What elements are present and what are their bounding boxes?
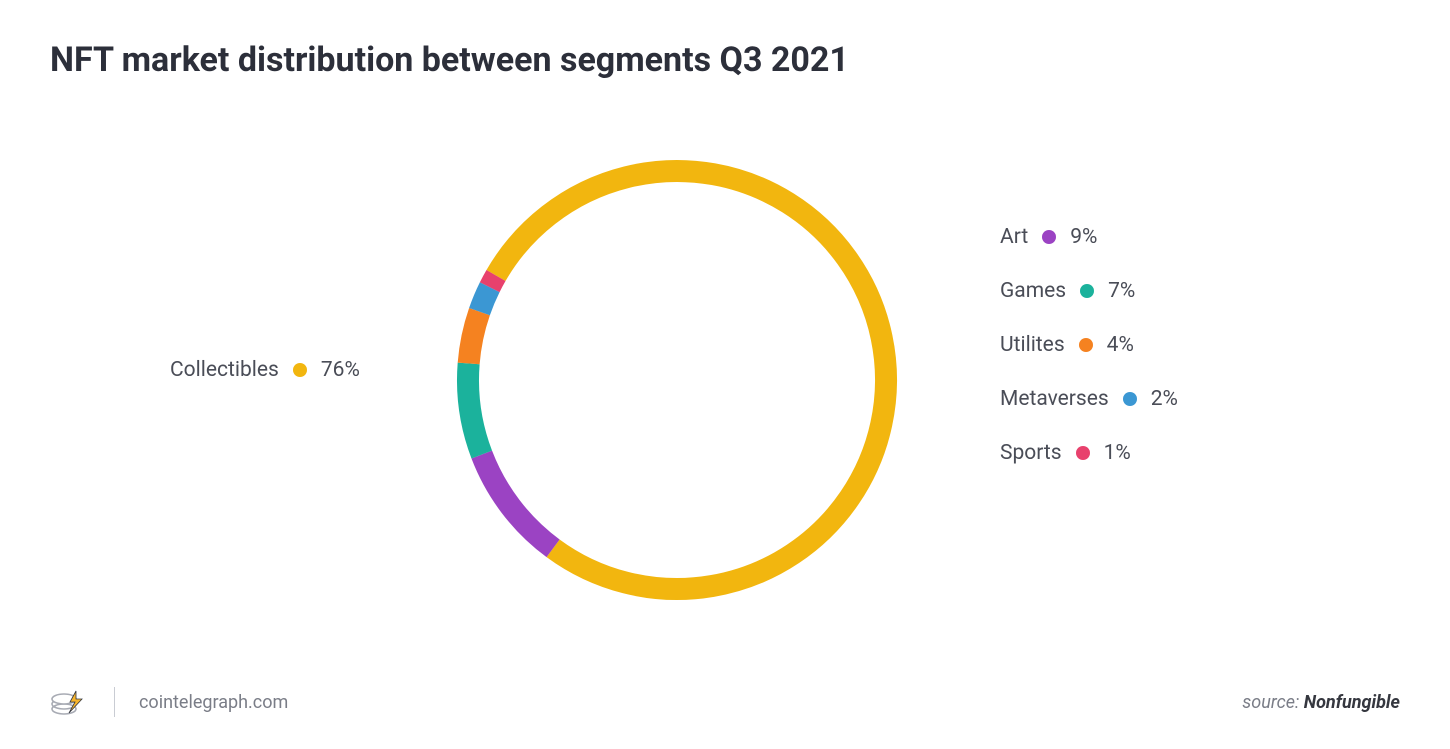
- legend-value: 76%: [321, 358, 360, 382]
- legend-dot: [1042, 230, 1056, 244]
- legend-label: Art: [1000, 225, 1028, 249]
- footer: cointelegraph.com source: Nonfungible: [50, 685, 1400, 719]
- legend-right: Art 9% Games 7% Utilites 4% Metaverses 2% Sports…: [1000, 225, 1178, 465]
- legend-dot: [1080, 284, 1094, 298]
- legend-item: Utilites 4%: [1000, 333, 1178, 357]
- chart-title: NFT market distribution between segments…: [50, 40, 849, 80]
- legend-label: Collectibles: [170, 358, 279, 382]
- legend-left: Collectibles 76%: [170, 358, 360, 382]
- legend-dot: [1079, 338, 1093, 352]
- donut-segment: [482, 455, 553, 549]
- source-name: Nonfungible: [1304, 692, 1400, 713]
- donut-chart: [447, 150, 907, 610]
- legend-item: Art 9%: [1000, 225, 1178, 249]
- site-name: cointelegraph.com: [139, 692, 288, 713]
- donut-segment: [490, 276, 496, 288]
- legend-value: 7%: [1108, 279, 1135, 303]
- source-attribution: source: Nonfungible: [1242, 692, 1400, 713]
- brand-logo-icon: [50, 685, 90, 719]
- vertical-separator: [114, 687, 115, 717]
- legend-item: Metaverses 2%: [1000, 387, 1178, 411]
- donut-segment: [479, 287, 489, 311]
- donut-segment: [468, 363, 482, 454]
- donut-segment: [496, 171, 886, 589]
- legend-label: Sports: [1000, 441, 1062, 465]
- legend-dot: [1123, 392, 1137, 406]
- donut-segment: [469, 312, 480, 364]
- legend-value: 2%: [1151, 387, 1178, 411]
- legend-value: 1%: [1104, 441, 1131, 465]
- footer-left: cointelegraph.com: [50, 685, 288, 719]
- legend-label: Metaverses: [1000, 387, 1109, 411]
- legend-value: 4%: [1107, 333, 1134, 357]
- legend-item: Games 7%: [1000, 279, 1178, 303]
- legend-value: 9%: [1070, 225, 1097, 249]
- legend-item: Sports 1%: [1000, 441, 1178, 465]
- legend-dot: [1076, 446, 1090, 460]
- chart-area: Collectibles 76% Art 9% Games 7% Utilites 4% M…: [0, 130, 1450, 630]
- source-label: source:: [1242, 692, 1303, 713]
- legend-dot: [293, 363, 307, 377]
- legend-label: Games: [1000, 279, 1066, 303]
- legend-label: Utilites: [1000, 333, 1065, 357]
